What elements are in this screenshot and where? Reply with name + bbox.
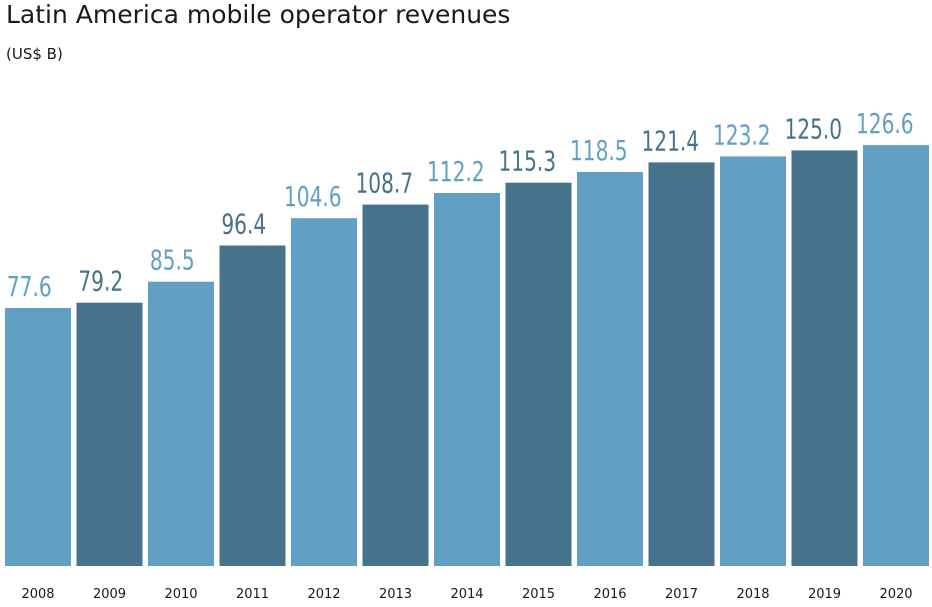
bar-2019 [791,150,858,566]
bar-value-label: 79.2 [78,264,123,297]
bar-2013 [362,204,429,566]
bar-value-label: 126.6 [856,107,914,140]
bar-2011 [219,245,286,566]
x-tick-label: 2016 [593,587,626,602]
bar-2017 [648,162,715,566]
bar-2012 [291,218,357,566]
bar-2015 [505,182,572,566]
bar-2008 [5,308,71,566]
bar-value-label: 104.6 [284,180,342,213]
bar-value-label: 125.0 [784,112,842,145]
bar-value-label: 108.7 [355,166,413,199]
bar-value-label: 115.3 [498,144,556,177]
x-tick-label: 2019 [808,587,841,602]
x-tick-label: 2017 [665,587,698,602]
bar-2009 [76,302,143,566]
x-tick-label: 2010 [164,587,197,602]
bar-2010 [148,281,214,566]
x-tick-label: 2015 [522,587,555,602]
x-tick-label: 2014 [450,587,483,602]
bar-value-label: 96.4 [221,207,266,240]
chart-subtitle: (US$ B) [6,45,63,63]
x-tick-label: 2012 [307,587,340,602]
x-tick-label: 2020 [879,587,912,602]
x-tick-label: 2008 [21,587,54,602]
bar-2018 [720,156,786,566]
bar-2016 [577,172,643,566]
bar-value-label: 112.2 [427,155,485,188]
bar-value-label: 77.6 [7,270,52,303]
bar-value-label: 118.5 [570,134,628,167]
x-tick-label: 2013 [379,587,412,602]
chart-title: Latin America mobile operator revenues [6,0,511,29]
bar-value-label: 85.5 [150,243,195,276]
x-tick-label: 2018 [736,587,769,602]
x-tick-label: 2011 [236,587,269,602]
bar-value-label: 123.2 [713,118,771,151]
bar-2020 [863,145,929,566]
x-tick-label: 2009 [93,587,126,602]
bar-2014 [434,193,500,566]
bar-value-label: 121.4 [641,124,699,157]
